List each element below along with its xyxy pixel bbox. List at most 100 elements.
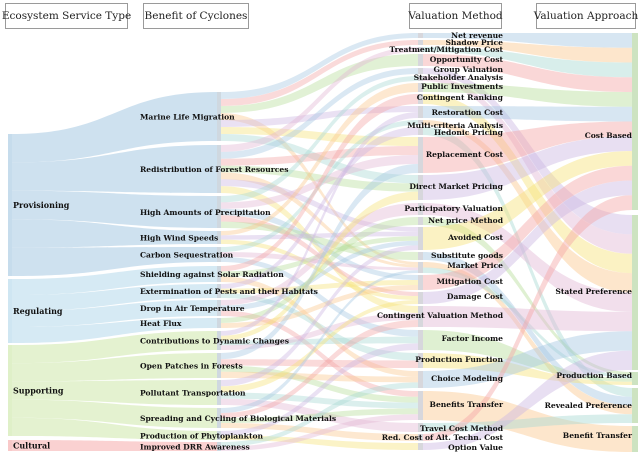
node-method-stake	[418, 76, 423, 81]
link-service-benefit	[12, 266, 217, 295]
node-service-supporting	[8, 345, 12, 436]
label-method-damage: Damage Cost	[447, 292, 504, 301]
link-service-benefit	[12, 353, 217, 382]
link-service-benefit	[12, 92, 217, 163]
label-benefit-pollutant: Pollutant Transportation	[140, 389, 246, 398]
node-approach-benefit	[632, 426, 638, 452]
link-benefit-method	[221, 423, 418, 441]
node-method-option	[418, 443, 423, 450]
label-approach-revealed: Revealed Preference	[545, 401, 633, 410]
label-benefit-forest: Redistribution of Forest Resources	[140, 165, 288, 174]
label-benefit-cycling: Spreading and Cycling of Biological Mate…	[140, 414, 336, 423]
label-benefit-airtemp: Drop in Air Temperature	[140, 304, 245, 313]
node-method-market	[418, 262, 423, 273]
link-benefit-method	[221, 320, 418, 418]
link-method-approach	[423, 40, 632, 63]
node-method-netrev	[418, 33, 423, 38]
link-method-approach	[423, 47, 632, 78]
label-benefit-precip: High Amounts of Precipitation	[140, 208, 271, 217]
link-method-approach	[423, 195, 632, 441]
label-benefit-pests: Extermination of Pests and their Habitat…	[140, 287, 318, 296]
label-method-opp: Opportunity Cost	[430, 55, 504, 64]
link-service-benefit	[12, 440, 217, 451]
label-method-btransfer: Benefits Transfer	[430, 400, 504, 409]
label-method-choice: Choice Modeling	[431, 374, 504, 383]
link-benefit-method	[221, 40, 418, 106]
node-method-group	[418, 68, 423, 74]
link-benefit-method	[221, 398, 418, 432]
node-method-redcost	[418, 434, 423, 441]
node-method-prodfn	[418, 353, 423, 368]
link-method-approach	[423, 76, 632, 254]
node-method-choice	[418, 371, 423, 388]
link-method-approach	[423, 127, 632, 397]
label-method-netprice: Net price Method	[428, 216, 504, 225]
node-benefit-forest	[217, 145, 221, 193]
link-benefit-method	[221, 280, 418, 294]
link-benefit-method	[221, 343, 418, 436]
node-approach-revealed	[632, 388, 638, 423]
sankey-nodes	[8, 33, 638, 452]
node-method-direct	[418, 175, 423, 200]
link-benefit-method	[221, 164, 418, 360]
link-method-approach	[423, 106, 632, 122]
label-method-option: Option Value	[448, 443, 503, 452]
label-benefit-patches: Open Patches in Forests	[140, 362, 243, 371]
header-valuation-approach: Valuation Approach	[534, 3, 638, 29]
link-benefit-method	[221, 276, 418, 377]
label-service-regulating: Regulating	[13, 306, 63, 316]
link-service-benefit	[12, 417, 217, 440]
node-benefit-heatflux	[217, 318, 221, 328]
label-method-tcm: Travel Cost Method	[420, 424, 504, 433]
link-benefit-method	[221, 191, 418, 341]
link-benefit-method	[221, 382, 418, 447]
node-benefit-phyto	[217, 431, 221, 440]
link-service-benefit	[12, 247, 217, 276]
link-method-approach	[423, 33, 632, 48]
label-method-netrev: Net revenue	[451, 31, 503, 40]
link-benefit-method	[221, 240, 418, 311]
link-service-benefit	[12, 219, 217, 248]
link-service-benefit	[12, 399, 217, 428]
header-ecosystem-service-type: Ecosystem Service Type	[2, 3, 131, 29]
link-method-approach	[423, 136, 632, 200]
link-benefit-method	[221, 203, 418, 306]
node-service-cultural	[8, 440, 12, 451]
link-benefit-method	[221, 245, 418, 387]
node-benefit-cycling	[217, 408, 221, 428]
label-method-prodfn: Production Function	[415, 355, 503, 364]
link-benefit-method	[221, 94, 418, 272]
label-method-replace: Replacement Cost	[426, 150, 504, 159]
link-method-approach	[423, 330, 632, 382]
link-method-approach	[423, 121, 632, 173]
node-benefit-marine	[217, 92, 221, 141]
link-method-approach	[423, 217, 632, 376]
link-benefit-method	[221, 113, 418, 265]
node-method-netprice	[418, 217, 423, 225]
node-benefit-drr	[217, 442, 221, 451]
link-benefit-method	[221, 165, 418, 192]
node-method-replace	[418, 137, 423, 173]
label-method-hedonic: Hedonic Pricing	[434, 128, 504, 137]
label-benefit-phyto: Production of Phytoplankton	[140, 432, 264, 441]
link-benefit-method	[221, 217, 418, 323]
node-method-damage	[418, 292, 423, 304]
header-valuation-method: Valuation Method	[408, 3, 503, 29]
link-method-approach	[423, 165, 632, 290]
link-method-approach	[423, 414, 632, 432]
node-benefit-carbon	[217, 247, 221, 262]
node-benefit-pests	[217, 284, 221, 298]
label-method-shadow: Shadow Price	[445, 38, 503, 47]
node-method-btransfer	[418, 391, 423, 420]
link-benefit-method	[221, 231, 418, 240]
label-benefit-shield: Shielding against Solar Radiation	[140, 270, 284, 279]
label-benefit-drr: Improved DRR Awareness	[140, 443, 250, 452]
link-method-approach	[423, 331, 632, 388]
link-method-approach	[423, 180, 632, 304]
link-service-benefit	[12, 380, 217, 405]
node-benefit-pollutant	[217, 380, 221, 405]
node-method-tcm	[418, 423, 423, 432]
node-service-provisioning	[8, 134, 12, 276]
node-benefit-precip	[217, 196, 221, 228]
node-method-subst	[418, 252, 423, 260]
